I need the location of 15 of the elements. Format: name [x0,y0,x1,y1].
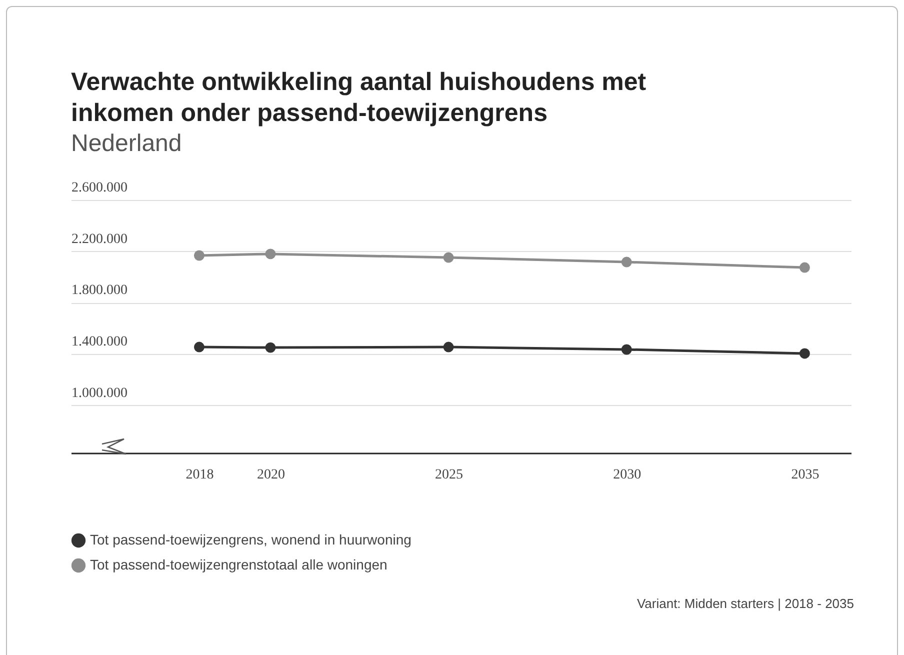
x-tick-label: 2020 [256,468,285,482]
y-tick-label: 1.800.000 [72,283,128,298]
legend-label: Tot passend-toewijzengrens, wonend in huurwoning [90,532,412,548]
y-tick-label: 1.400.000 [72,334,128,350]
legend-label: Tot passend-toewijzengrenstotaal alle woningen [90,556,388,572]
chart-subtitle: Nederland [71,130,182,157]
text: Variant: Midden starters | 2018 - 2035 [636,596,854,611]
y-tick-label: 1.000.000 [72,386,128,401]
y-tick-label: 2.600.000 [72,180,128,196]
x-tick-label: 2030 [613,468,642,482]
y-tick-label: 2.200.000 [72,232,128,247]
chart-title: Verwachte ontwikkeling aantal huishoudens met inkomen onder passend-toewijzengrens [71,68,647,127]
x-tick-label: 2018 [186,468,214,482]
x-tick-label: 2035 [791,468,820,482]
x-tick-label: 2025 [435,468,464,482]
